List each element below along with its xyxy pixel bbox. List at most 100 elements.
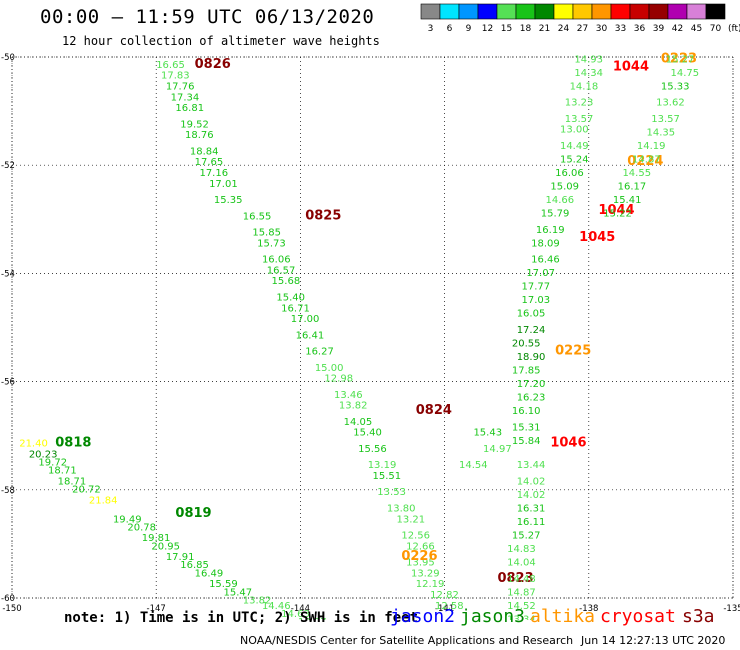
colorbar-label: 3 <box>428 24 434 34</box>
wave-height-value: 15.22 <box>603 209 632 220</box>
wave-height-value: 14.93 <box>574 54 603 65</box>
pass-time-label: 0819 <box>175 506 211 521</box>
wave-height-value: 17.00 <box>291 314 320 325</box>
wave-height-value: 14.54 <box>459 460 488 471</box>
wave-height-value: 20.23 <box>29 449 58 460</box>
pass-time-label: 0826 <box>195 57 231 72</box>
wave-height-value: 13.34 <box>507 614 536 620</box>
wave-height-value: 15.84 <box>512 436 541 447</box>
wave-height-value: 14.35 <box>646 127 675 138</box>
colorbar-label: 45 <box>691 24 702 34</box>
colorbar-label: 9 <box>466 24 472 34</box>
lat-tick-label: -56 <box>1 378 15 388</box>
wave-height-value: 14.83 <box>507 544 536 555</box>
colorbar-label: 12 <box>482 24 493 34</box>
colorbar-label: 18 <box>520 24 532 34</box>
colorbar-label: 30 <box>596 24 608 34</box>
wave-height-value: 14.48 <box>507 574 536 585</box>
wave-height-value: 15.24 <box>560 154 589 165</box>
wave-height-value: 16.46 <box>531 255 560 266</box>
wave-height-value: 16.06 <box>262 255 291 266</box>
wave-height-value: 20.95 <box>151 541 180 552</box>
wave-height-value: 18.76 <box>185 130 214 141</box>
wave-height-value: 13.82 <box>243 595 272 606</box>
colorbar-label: 39 <box>653 24 665 34</box>
wave-height-value: 14.02 <box>517 490 546 501</box>
lon-tick-label: -144 <box>291 604 310 614</box>
lon-tick-label: -138 <box>579 604 598 614</box>
colorbar-label: 70 <box>710 24 722 34</box>
wave-height-value: 14.18 <box>570 81 599 92</box>
wave-height-value: 15.73 <box>257 238 286 249</box>
lon-tick-label: -141 <box>435 604 454 614</box>
wave-height-value: 15.33 <box>661 81 690 92</box>
wave-height-value: 13.44 <box>517 460 546 471</box>
wave-height-value: 13.95 <box>406 558 435 569</box>
wave-height-value: 21.84 <box>89 495 118 506</box>
wave-height-value: 20.78 <box>127 522 156 533</box>
pass-time-label: 0224 <box>627 154 663 169</box>
wave-height-value: 19.81 <box>142 533 171 544</box>
wave-height-value: 14.49 <box>560 141 589 152</box>
wave-height-value: 14.02 <box>517 476 546 487</box>
wave-height-value: 19.49 <box>113 514 142 525</box>
wave-height-value: 16.05 <box>517 309 546 320</box>
wave-height-value: 15.00 <box>315 363 344 374</box>
lon-tick-label: -135 <box>723 604 740 614</box>
wave-height-value: 16.57 <box>267 265 296 276</box>
footer-timestamp: Jun 14 12:27:13 UTC 2020 <box>581 634 726 647</box>
lat-tick-label: -58 <box>1 486 15 496</box>
wave-height-value: 14.34 <box>574 68 603 79</box>
wave-height-value: 13.23 <box>565 98 594 109</box>
wave-height-value: 14.46 <box>262 601 291 612</box>
wave-height-value: 13.57 <box>565 114 594 125</box>
wave-height-value: 16.81 <box>175 103 204 114</box>
wave-height-value: 16.23 <box>517 393 546 404</box>
wave-height-value: 16.49 <box>195 568 224 579</box>
wave-height-value: 17.77 <box>522 282 551 293</box>
wave-height-value: 21.40 <box>19 439 48 450</box>
wave-height-value: 16.10 <box>512 406 541 417</box>
footnote: note: 1) Time is in UTC; 2) SWH is in fe… <box>64 610 419 626</box>
wave-height-value: 17.76 <box>166 81 195 92</box>
pass-time-label: 0226 <box>401 549 437 564</box>
wave-height-value: 17.91 <box>166 552 195 563</box>
colorbar-label: 24 <box>558 24 570 34</box>
wave-height-value: 15.79 <box>541 209 570 220</box>
wave-height-value: 13.62 <box>656 98 685 109</box>
pass-time-label: 0823 <box>497 571 533 586</box>
wave-height-value: 12.19 <box>416 579 445 590</box>
wave-height-value: 18.09 <box>531 238 560 249</box>
wave-height-value: 17.34 <box>171 92 200 103</box>
wave-height-value: 15.43 <box>473 428 502 439</box>
wave-height-value: 16.27 <box>305 347 334 358</box>
colorbar-label: 6 <box>447 24 453 34</box>
wave-height-value: 15.59 <box>209 579 238 590</box>
legend-cryosat: cryosat <box>600 606 676 627</box>
wave-height-value: 13.00 <box>560 125 589 136</box>
wave-height-value: 17.16 <box>199 168 228 179</box>
page-subtitle: 12 hour collection of altimeter wave hei… <box>62 34 380 48</box>
wave-height-value: 16.11 <box>517 517 546 528</box>
wave-height-value: 14.52 <box>507 601 536 612</box>
wave-height-value: 19.72 <box>38 457 67 468</box>
colorbar-label: 21 <box>539 24 550 34</box>
wave-height-value: 13.80 <box>387 503 416 514</box>
wave-height-value: 15.47 <box>223 587 252 598</box>
wave-height-value: 18.71 <box>58 476 87 487</box>
wave-height-value: 14.97 <box>483 444 512 455</box>
wave-height-value: 13.82 <box>339 401 368 412</box>
colorbar-label: 27 <box>577 24 588 34</box>
wave-height-value: 18.90 <box>517 352 546 363</box>
track-jason3-west: 21.4020.2319.7218.7118.7120.7221.8419.49… <box>19 436 326 620</box>
wave-height-value: 16.65 <box>156 60 185 71</box>
colorbar-label: 42 <box>672 24 683 34</box>
legend-altika: altika <box>530 606 596 627</box>
colorbar-label: 15 <box>501 24 512 34</box>
wave-height-value: 17.20 <box>517 379 546 390</box>
wave-height-value: 15.56 <box>358 444 387 455</box>
legend-jason3: jason3 <box>460 606 526 627</box>
wave-height-value: 12.56 <box>401 530 430 541</box>
